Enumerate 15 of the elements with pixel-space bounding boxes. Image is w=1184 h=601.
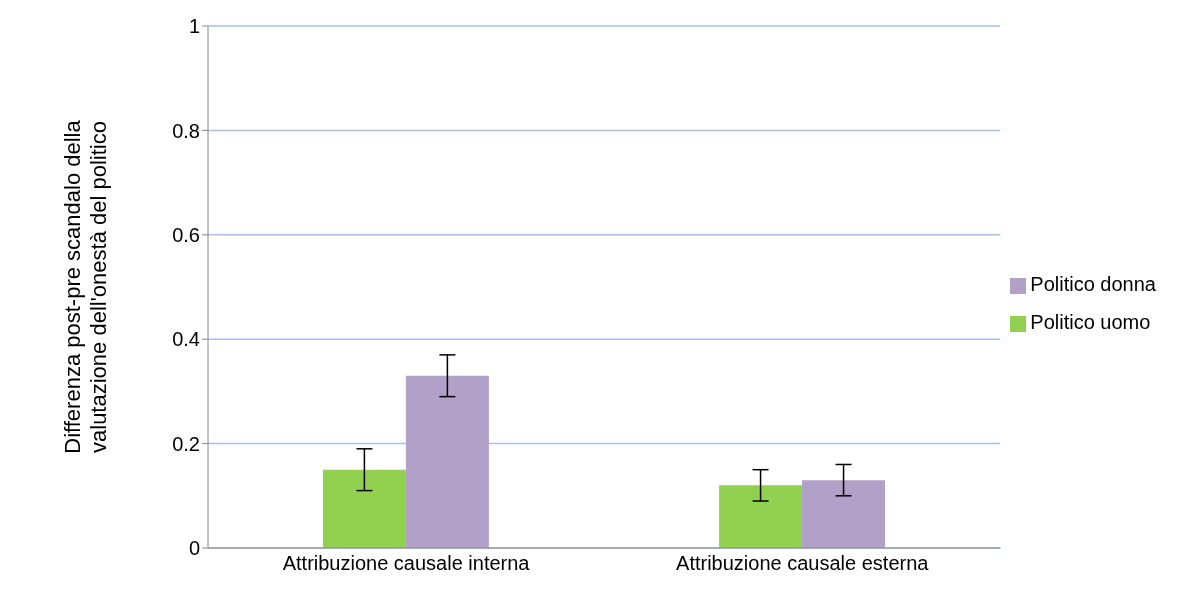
x-tick-label: Attribuzione causale esterna <box>676 552 930 575</box>
bar <box>322 469 406 548</box>
legend-label: Politico donna <box>1030 273 1156 295</box>
y-axis-title: Differenza post-pre scandalo della valutazione dell'onestà del politico <box>60 119 111 454</box>
y-tick-label: 1 <box>188 15 200 38</box>
y-tick-label: 0.2 <box>172 432 200 455</box>
bar <box>802 480 886 548</box>
y-tick-label: 0.8 <box>172 119 200 142</box>
bar <box>405 375 489 548</box>
x-tick-label: Attribuzione causale interna <box>282 552 531 575</box>
legend-label: Politico uomo <box>1030 311 1151 333</box>
bar <box>719 485 803 548</box>
y-tick-label: 0 <box>188 537 200 560</box>
y-tick-label: 0.4 <box>172 328 200 351</box>
y-tick-label: 0.6 <box>172 223 200 246</box>
